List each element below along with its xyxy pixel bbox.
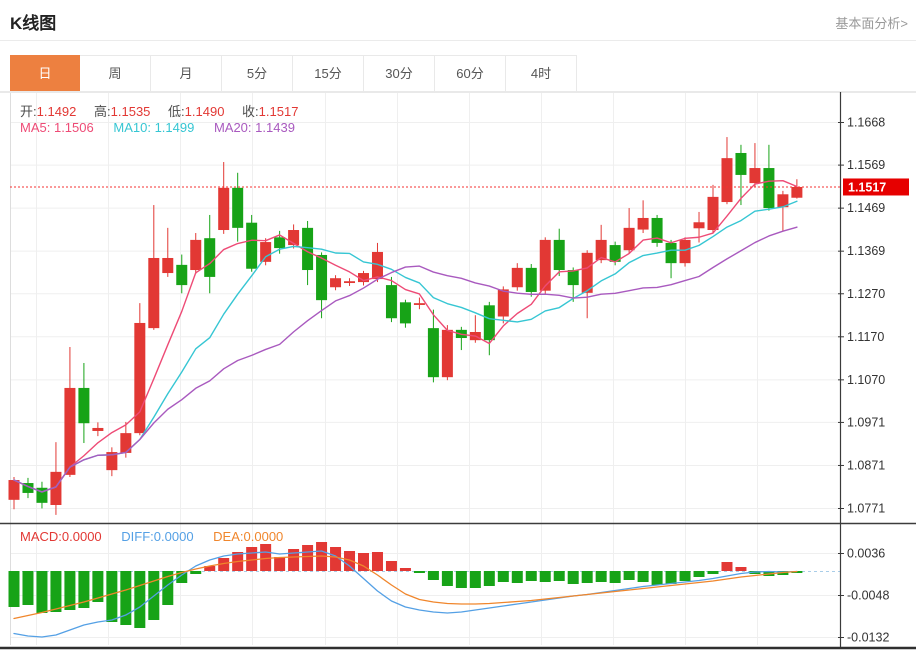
macd-legend: MACD:0.0000 DIFF:0.0000 DEA:0.0000	[20, 529, 283, 544]
high-value: 1.1535	[110, 104, 151, 119]
tab-5min[interactable]: 5分	[222, 56, 293, 92]
svg-text:-0.0048: -0.0048	[847, 589, 889, 603]
open-label: 开:	[20, 104, 37, 119]
tab-week[interactable]: 周	[80, 56, 151, 92]
ma20-legend: MA20: 1.1439	[213, 120, 295, 135]
svg-text:1.0971: 1.0971	[847, 415, 885, 429]
tab-4hour[interactable]: 4时	[506, 56, 576, 92]
low-label: 低:	[168, 104, 185, 119]
svg-text:1.1070: 1.1070	[847, 373, 885, 387]
ma5-legend: MA5: 1.1506	[20, 120, 94, 135]
tabbar-bottom-border	[0, 91, 916, 92]
ma10-legend: MA10: 1.1499	[113, 120, 195, 135]
svg-text:1.0771: 1.0771	[847, 502, 885, 516]
svg-text:1.1369: 1.1369	[847, 244, 885, 258]
tab-30min[interactable]: 30分	[364, 56, 435, 92]
tab-month[interactable]: 月	[151, 56, 222, 92]
close-label: 收:	[242, 104, 259, 119]
svg-text:1.1469: 1.1469	[847, 201, 885, 215]
dea-value-legend: DEA:0.0000	[213, 529, 284, 544]
period-tabbar: 日 周 月 5分 15分 30分 60分 4时	[10, 55, 577, 93]
header-divider	[0, 40, 916, 41]
ohlc-legend: 开:1.1492 高:1.1535 低:1.1490 收:1.1517	[20, 101, 312, 120]
tab-15min[interactable]: 15分	[293, 56, 364, 92]
tab-day[interactable]: 日	[10, 55, 80, 93]
diff-value-legend: DIFF:0.0000	[121, 529, 194, 544]
kline-chart-canvas[interactable]: 1.1517 1.1668 1.1569 1.1469 1.1369 1.1270 1.11…	[0, 92, 916, 651]
open-value: 1.1492	[36, 104, 77, 119]
svg-text:1.1170: 1.1170	[847, 330, 884, 344]
page-title: K线图	[10, 14, 57, 33]
low-value: 1.1490	[184, 104, 225, 119]
close-value: 1.1517	[258, 104, 299, 119]
svg-text:1.1270: 1.1270	[847, 287, 885, 301]
ma-legend: MA5: 1.1506 MA10: 1.1499 MA20: 1.1439	[20, 120, 295, 135]
svg-text:1.0871: 1.0871	[847, 458, 885, 472]
chart-svg: 1.1517 1.1668 1.1569 1.1469 1.1369 1.1270 1.11…	[0, 92, 916, 650]
tab-60min[interactable]: 60分	[435, 56, 506, 92]
macd-value-legend: MACD:0.0000	[20, 529, 102, 544]
svg-text:1.1569: 1.1569	[847, 158, 885, 172]
svg-text:1.1517: 1.1517	[848, 180, 886, 194]
high-label: 高:	[94, 104, 111, 119]
header: K线图 基本面分析>	[0, 0, 916, 40]
svg-text:1.1668: 1.1668	[847, 116, 885, 130]
fundamental-analysis-link[interactable]: 基本面分析>	[835, 16, 908, 31]
svg-text:0.0036: 0.0036	[847, 547, 885, 561]
svg-text:-0.0132: -0.0132	[847, 631, 889, 645]
